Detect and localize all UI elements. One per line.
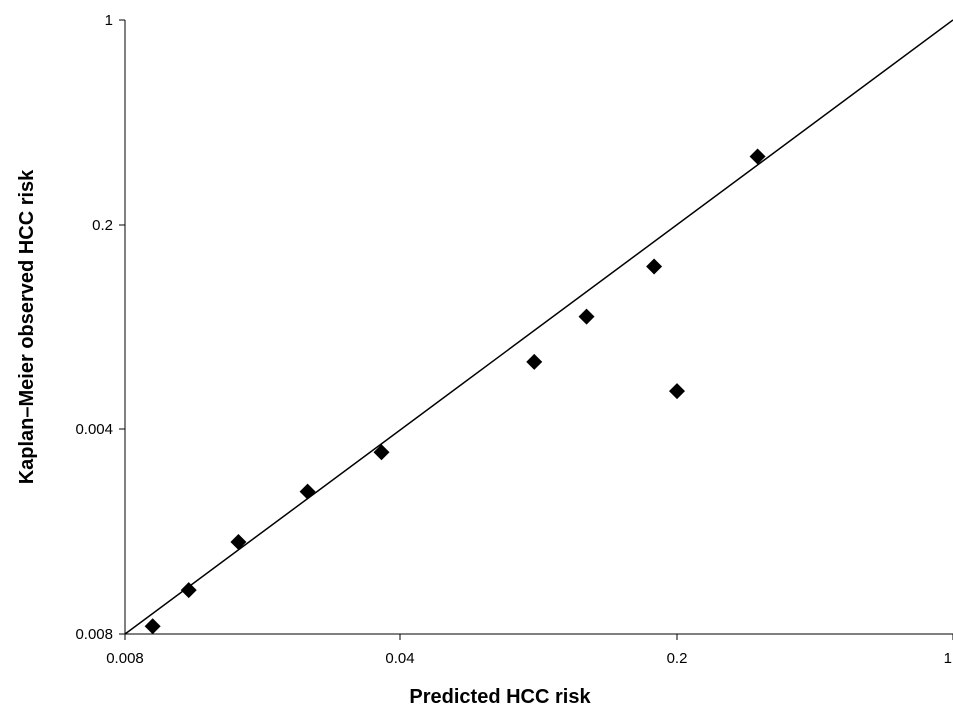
data-point <box>373 444 390 461</box>
data-point <box>526 353 543 370</box>
data-point <box>230 533 247 550</box>
x-tick-label: 1 <box>944 650 952 667</box>
x-tick-label: 0.04 <box>385 650 414 667</box>
y-tick-label: 0.004 <box>75 421 113 438</box>
y-tick-label: 0.2 <box>92 217 113 234</box>
data-point <box>646 258 663 275</box>
y-tick-label: 1 <box>105 12 113 29</box>
data-point <box>180 582 197 599</box>
x-axis-title: Predicted HCC risk <box>409 686 591 708</box>
data-point <box>578 308 595 325</box>
x-tick-label: 0.008 <box>106 650 144 667</box>
y-tick-label: 0.008 <box>75 626 113 643</box>
data-point <box>144 618 161 635</box>
data-point <box>299 483 316 500</box>
x-tick-label: 0.2 <box>667 650 688 667</box>
y-axis-title: Kaplan–Meier observed HCC risk <box>16 169 38 484</box>
data-points <box>144 148 766 635</box>
axis-ticks: 0.008 0.04 0.2 1 1 0.2 0.004 0.008 <box>75 12 953 667</box>
reference-line <box>124 19 953 635</box>
data-point <box>669 383 685 400</box>
data-point <box>749 148 766 165</box>
